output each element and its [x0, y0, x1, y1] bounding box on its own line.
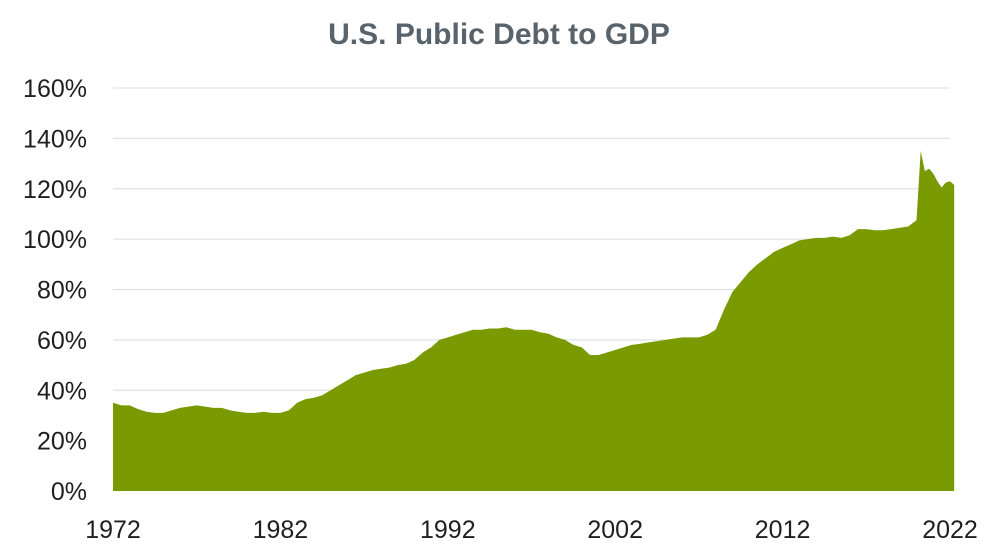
y-tick-label: 60% [37, 327, 87, 355]
chart-title: U.S. Public Debt to GDP [328, 18, 670, 51]
x-axis: 1972 1982 1992 2002 2012 2022 [85, 516, 978, 544]
y-tick-label: 140% [23, 125, 87, 153]
y-tick-label: 0% [51, 478, 87, 506]
x-tick-label: 2022 [922, 516, 978, 544]
x-tick-label: 1972 [85, 516, 141, 544]
y-tick-label: 120% [23, 176, 87, 204]
y-tick-label: 40% [37, 377, 87, 405]
y-tick-label: 100% [23, 226, 87, 254]
x-tick-label: 2012 [755, 516, 811, 544]
x-tick-label: 1982 [253, 516, 309, 544]
y-tick-label: 20% [37, 428, 87, 456]
y-tick-label: 80% [37, 277, 87, 305]
debt-area-series [113, 151, 955, 491]
x-tick-label: 2002 [587, 516, 643, 544]
plot-area [113, 151, 955, 491]
x-tick-label: 1992 [420, 516, 476, 544]
y-tick-label: 160% [23, 75, 87, 103]
y-axis: 0% 20% 40% 60% 80% 100% 120% 140% 160% [23, 75, 87, 506]
